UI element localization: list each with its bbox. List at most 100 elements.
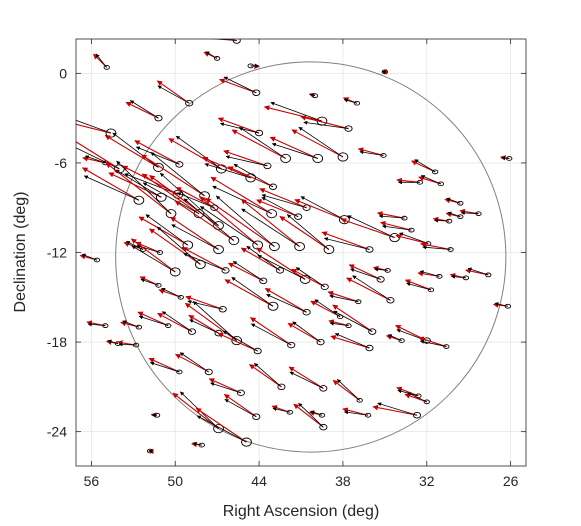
source-marker bbox=[294, 241, 305, 252]
motion-vector-black bbox=[329, 321, 349, 327]
motion-vector-black bbox=[179, 352, 209, 373]
motion-vector-black bbox=[500, 156, 510, 161]
source-marker bbox=[204, 368, 213, 376]
source-marker bbox=[355, 299, 362, 305]
motion-vector-red bbox=[170, 216, 219, 250]
motion-vector-red bbox=[141, 154, 205, 197]
source-marker bbox=[213, 424, 224, 434]
motion-vector-black bbox=[450, 274, 466, 279]
motion-vector-black bbox=[131, 245, 176, 273]
source-vector-98 bbox=[249, 363, 286, 391]
source-marker bbox=[353, 100, 361, 106]
motion-vector-red bbox=[380, 220, 412, 231]
motion-vector-red bbox=[174, 200, 235, 242]
source-marker bbox=[210, 204, 219, 211]
motion-vector-red bbox=[293, 403, 324, 428]
source-marker bbox=[236, 389, 245, 397]
y-tick-label: -18 bbox=[47, 334, 67, 350]
source-vector-8 bbox=[125, 100, 163, 122]
source-vector-70 bbox=[158, 287, 184, 300]
source-vector-34 bbox=[294, 196, 350, 225]
motion-vector-black bbox=[83, 175, 140, 201]
motion-vector-black bbox=[422, 245, 451, 250]
motion-vector-black bbox=[223, 76, 257, 94]
source-vector-23 bbox=[269, 136, 324, 163]
motion-vector-red bbox=[256, 247, 306, 280]
source-marker bbox=[267, 301, 279, 311]
source-vector-55 bbox=[380, 220, 415, 233]
source-marker bbox=[213, 56, 221, 61]
source-vector-64 bbox=[291, 267, 329, 291]
motion-vector-black bbox=[261, 196, 299, 218]
source-marker bbox=[376, 276, 385, 283]
motion-vector-red bbox=[327, 290, 359, 303]
source-vector-110 bbox=[308, 410, 326, 418]
motion-vector-black bbox=[176, 192, 215, 209]
source-vector-93 bbox=[116, 340, 140, 348]
source-vector-95 bbox=[148, 357, 183, 375]
x-axis-title: Right Ascension (deg) bbox=[223, 503, 380, 520]
motion-vector-black bbox=[359, 150, 384, 156]
source-vector-57 bbox=[420, 241, 454, 252]
motion-vector-black bbox=[406, 282, 432, 291]
source-marker bbox=[323, 244, 335, 255]
motion-vector-red bbox=[256, 199, 299, 218]
source-marker bbox=[156, 250, 164, 255]
motion-vector-black bbox=[84, 155, 106, 164]
motion-vector-black bbox=[215, 195, 275, 247]
motion-vector-red bbox=[321, 231, 370, 251]
source-marker bbox=[412, 411, 422, 419]
source-marker bbox=[221, 267, 230, 274]
source-vector-42 bbox=[444, 197, 464, 206]
source-marker bbox=[275, 267, 285, 274]
source-vector-72 bbox=[224, 276, 279, 311]
motion-vector-red bbox=[227, 166, 274, 188]
source-vector-67 bbox=[449, 272, 470, 281]
motion-vector-black bbox=[350, 268, 381, 280]
motion-vector-black bbox=[286, 214, 330, 250]
motion-vector-black bbox=[210, 382, 242, 394]
source-vector-27 bbox=[82, 167, 145, 205]
source-marker bbox=[268, 183, 278, 191]
source-vector-91 bbox=[418, 336, 450, 349]
motion-vector-black bbox=[298, 126, 344, 158]
motion-vector-black bbox=[233, 163, 274, 188]
source-marker bbox=[187, 328, 197, 335]
motion-vector-red bbox=[263, 105, 323, 122]
source-marker bbox=[318, 412, 326, 418]
source-vector-75 bbox=[328, 319, 352, 329]
source-marker bbox=[269, 241, 280, 252]
motion-vector-red bbox=[404, 279, 432, 291]
source-vector-5 bbox=[156, 80, 194, 107]
motion-vector-black bbox=[446, 197, 461, 204]
source-marker bbox=[386, 297, 395, 304]
source-marker bbox=[423, 399, 430, 405]
motion-vector-black bbox=[241, 208, 300, 247]
source-vector-68 bbox=[465, 267, 492, 278]
source-marker bbox=[337, 152, 349, 162]
source-marker bbox=[255, 129, 264, 137]
motion-vector-black bbox=[192, 441, 202, 446]
motion-vector-black bbox=[309, 93, 316, 97]
motion-vector-black bbox=[343, 98, 358, 104]
source-marker bbox=[252, 413, 261, 420]
motion-vector-black bbox=[107, 339, 119, 344]
motion-vector-red bbox=[348, 264, 381, 280]
source-marker bbox=[338, 215, 350, 225]
motion-vector-black bbox=[399, 232, 429, 244]
motion-vector-red bbox=[104, 134, 159, 168]
motion-vector-black bbox=[175, 135, 222, 170]
source-marker bbox=[103, 65, 110, 70]
motion-vector-black bbox=[333, 310, 373, 332]
y-tick-label: -6 bbox=[55, 155, 68, 171]
source-vector-47 bbox=[170, 216, 224, 255]
source-vector-80 bbox=[120, 320, 143, 330]
y-tick-label: -24 bbox=[47, 424, 67, 440]
source-vector-40 bbox=[256, 196, 303, 220]
motion-vector-black bbox=[254, 363, 282, 388]
motion-vector-black bbox=[157, 85, 190, 104]
motion-vector-black bbox=[494, 302, 508, 307]
source-marker bbox=[286, 409, 293, 415]
motion-vector-red bbox=[76, 123, 112, 134]
